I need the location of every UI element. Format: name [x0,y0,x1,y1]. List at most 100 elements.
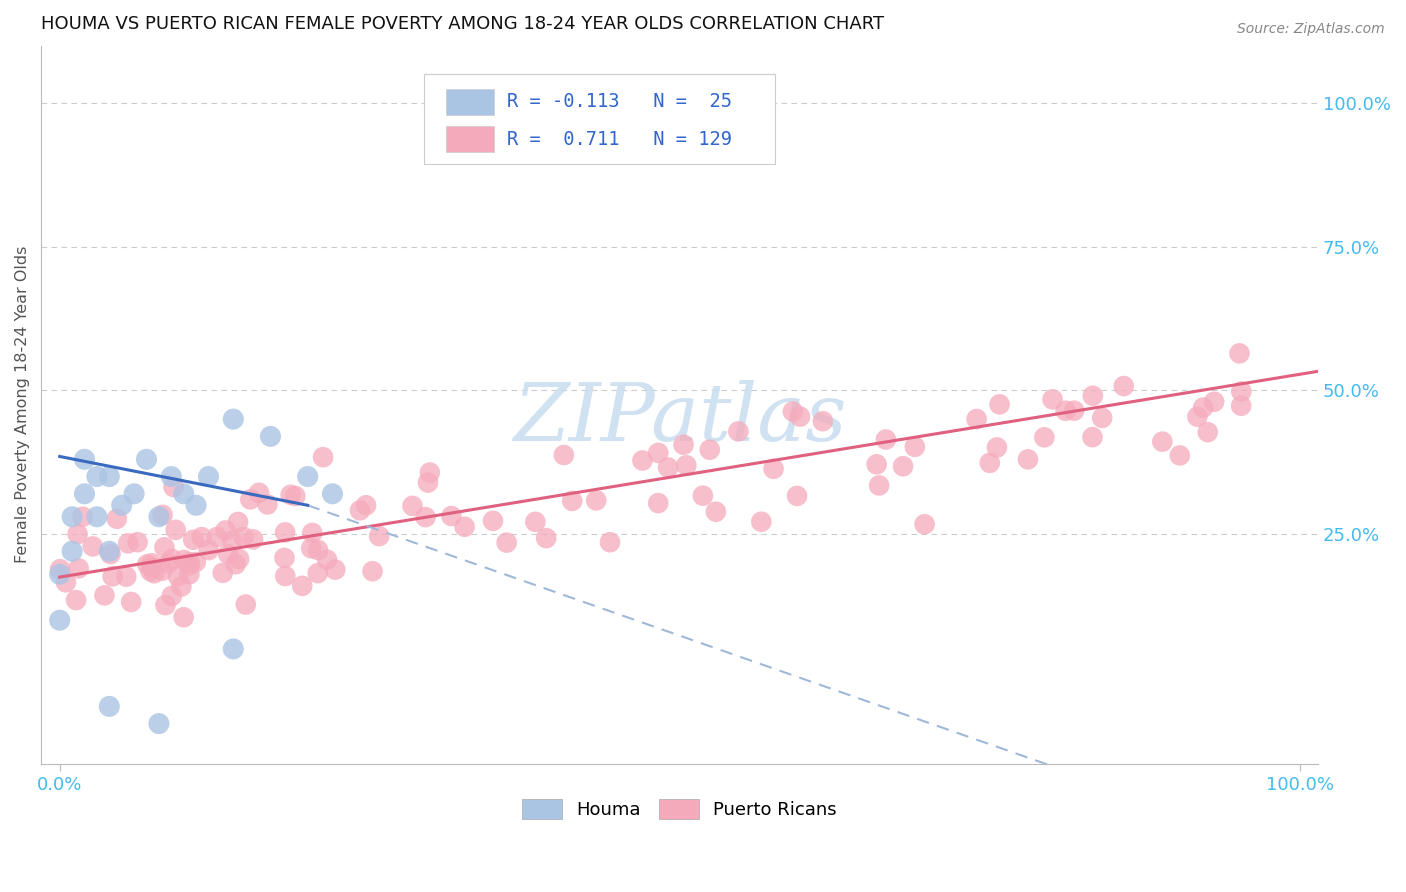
FancyBboxPatch shape [446,89,495,114]
Point [66,527,89,541]
Point [1112,379,1135,393]
Point [762,462,785,476]
Point [440,509,463,524]
Legend: Houma, Puerto Ricans: Houma, Puerto Ricans [515,791,844,827]
Point [98,544,121,558]
Point [1081,430,1104,444]
Point [1192,401,1215,415]
Point [599,535,621,549]
Text: Source: ZipAtlas.com: Source: ZipAtlas.com [1237,22,1385,37]
Point [181,533,204,547]
Point [904,440,927,454]
Point [150,564,173,578]
Point [349,503,371,517]
Point [160,552,183,566]
Point [165,523,187,537]
Point [259,429,281,443]
Point [173,553,195,567]
Point [179,555,201,569]
Point [299,541,322,556]
Point [86,509,108,524]
Point [274,569,297,583]
Point [1230,399,1253,413]
Point [647,446,669,460]
Point [401,499,423,513]
Point [692,489,714,503]
Point [111,498,134,512]
Point [631,453,654,467]
Point [256,497,278,511]
Point [205,530,228,544]
Point [135,452,157,467]
Point [524,515,547,529]
Point [170,580,193,594]
Point [72,509,94,524]
Point [221,533,243,548]
Point [67,561,90,575]
Point [60,544,83,558]
Point [222,641,245,656]
Point [704,505,727,519]
FancyBboxPatch shape [446,126,495,152]
Point [1187,409,1209,424]
Point [647,496,669,510]
Point [419,466,441,480]
Point [93,588,115,602]
Point [307,566,329,581]
Point [354,498,377,512]
Point [323,563,346,577]
Point [65,593,87,607]
Point [82,540,104,554]
Point [120,595,142,609]
Point [148,716,170,731]
Point [100,547,122,561]
Point [190,530,212,544]
Point [1033,430,1056,444]
Point [242,533,264,547]
Point [226,515,249,529]
Point [141,560,163,574]
Point [866,458,889,472]
Point [136,558,159,572]
Point [211,566,233,580]
Point [160,469,183,483]
Point [284,489,307,503]
Point [73,487,96,501]
Point [235,598,257,612]
Point [73,452,96,467]
Point [585,493,607,508]
Point [179,558,201,573]
Point [184,555,207,569]
Point [675,458,697,473]
Point [1042,392,1064,407]
Point [782,404,804,418]
Point [1152,434,1174,449]
Point [979,456,1001,470]
Point [749,515,772,529]
Point [811,414,834,428]
Point [988,397,1011,411]
Text: R = -0.113   N =  25: R = -0.113 N = 25 [508,92,733,112]
Point [101,569,124,583]
Point [672,438,695,452]
Point [297,469,319,483]
Point [561,494,583,508]
Point [105,512,128,526]
Point [117,536,139,550]
Point [152,508,174,522]
Point [143,566,166,581]
Point [553,448,575,462]
Point [48,567,70,582]
Point [699,442,721,457]
Text: ZIPatlas: ZIPatlas [513,380,846,458]
Point [228,552,250,566]
Point [1054,403,1077,417]
Point [312,450,335,465]
Point [1230,384,1253,399]
Point [316,552,339,566]
Point [453,520,475,534]
Point [301,525,323,540]
Point [49,562,72,576]
Point [1091,410,1114,425]
Text: HOUMA VS PUERTO RICAN FEMALE POVERTY AMONG 18-24 YEAR OLDS CORRELATION CHART: HOUMA VS PUERTO RICAN FEMALE POVERTY AMO… [41,15,884,33]
